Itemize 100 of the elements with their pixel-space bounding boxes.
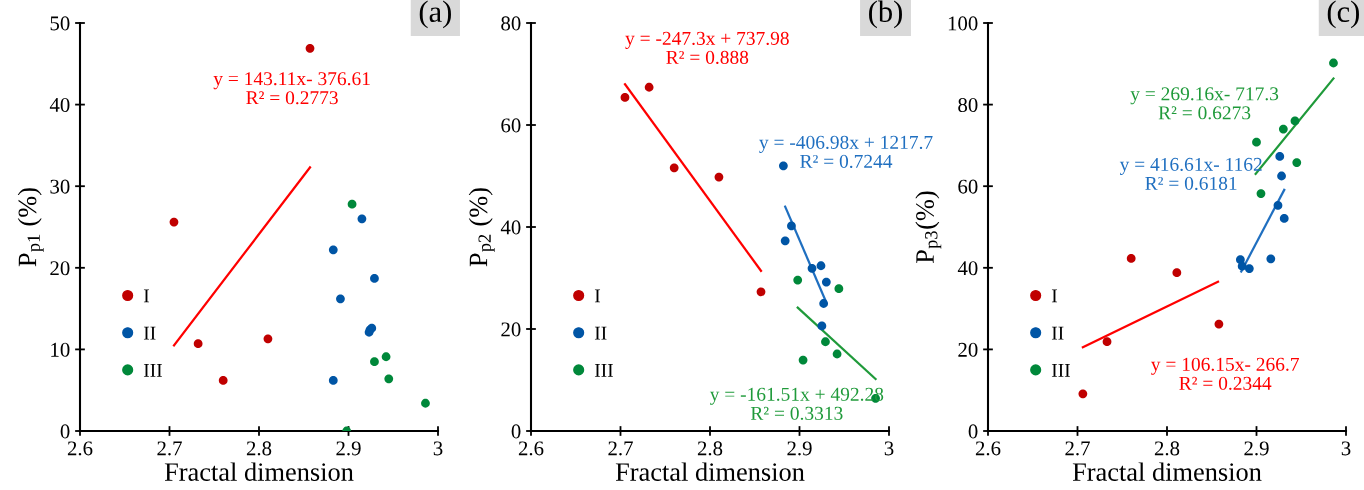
point — [821, 337, 830, 347]
point — [816, 261, 826, 271]
series-label: y = -161.51x + 492.28 R² = 0.3313 — [709, 387, 884, 420]
point — [1252, 137, 1261, 147]
legend-label: I — [594, 289, 601, 303]
y-tick-label: 100 — [948, 16, 978, 31]
point — [1275, 152, 1285, 161]
x-tick-label: 3 — [884, 441, 894, 456]
y-tick-label: 20 — [501, 322, 521, 337]
x-axis-title: Fractal dimension — [615, 462, 805, 481]
point — [1278, 124, 1288, 134]
point — [817, 321, 827, 331]
point — [1273, 200, 1283, 210]
point — [644, 82, 654, 92]
point — [347, 199, 357, 209]
point — [1078, 389, 1088, 399]
legend-label: II — [594, 326, 607, 340]
point — [1329, 58, 1338, 68]
point — [1292, 158, 1302, 167]
chart-title: (c) — [1327, 0, 1359, 29]
point — [1214, 319, 1224, 329]
y-tick-label: 60 — [958, 179, 978, 194]
x-tick-label: 2.6 — [975, 441, 1001, 456]
point — [1266, 254, 1276, 264]
point — [821, 277, 831, 287]
x-tick-label: 2.6 — [67, 441, 93, 456]
legend-label: III — [594, 363, 613, 377]
y-tick-label: 80 — [501, 16, 521, 31]
x-tick-label: 3 — [433, 441, 443, 456]
point — [384, 374, 394, 384]
chart-title: (b) — [869, 0, 902, 29]
series-label: y = 269.16x- 717.3 R² = 0.6273 — [1130, 87, 1279, 120]
point — [1256, 189, 1266, 198]
y-tick-label: 80 — [958, 97, 978, 113]
point — [169, 217, 179, 227]
point — [1290, 116, 1300, 126]
point — [714, 172, 724, 182]
point — [328, 376, 338, 385]
point — [357, 214, 367, 224]
y-tick-label: 50 — [50, 16, 70, 31]
text: y = 106.15x- 266.7 R² = 0.2344 — [1151, 357, 1299, 390]
x-axis-title: Fractal dimension — [164, 462, 354, 481]
point — [832, 349, 842, 359]
text: y = -406.98x + 1217.7 R² = 0.7244 — [759, 135, 933, 168]
point — [807, 263, 817, 273]
y-tick-label: 20 — [958, 342, 978, 357]
point — [381, 352, 391, 362]
y-tick-label: 0 — [968, 424, 978, 439]
point — [1277, 171, 1286, 181]
x-tick-label: 2.8 — [697, 441, 723, 456]
point — [1126, 254, 1136, 263]
y-tick-label: 0 — [511, 424, 521, 439]
x-tick-label: 2.6 — [518, 441, 544, 456]
text: y = 143.11x- 376.61 R² = 0.2773 — [213, 72, 370, 105]
x-tick-label: 2.7 — [157, 441, 182, 456]
point — [193, 339, 203, 349]
y-tick-label: 0 — [60, 424, 70, 439]
legend-label: III — [1051, 363, 1070, 377]
y-tick-label: 60 — [501, 118, 521, 133]
point — [834, 284, 844, 294]
point — [819, 299, 829, 308]
y-tick-label: 10 — [51, 342, 70, 357]
y-tick-label: 40 — [957, 261, 978, 276]
point — [336, 294, 345, 304]
point — [370, 357, 379, 367]
x-tick-label: 2.9 — [1244, 441, 1269, 456]
y-tick-label: 40 — [500, 220, 521, 235]
y-tick-label: 30 — [50, 179, 70, 194]
legend-label: II — [143, 326, 156, 340]
point — [218, 376, 228, 385]
point — [787, 221, 796, 231]
point — [263, 334, 273, 344]
point — [421, 398, 430, 408]
point — [798, 355, 808, 365]
y-tick-label: 20 — [50, 261, 70, 276]
legend-label: I — [1051, 289, 1058, 303]
legend-label: II — [1051, 326, 1064, 340]
y-tick-label: 40 — [49, 97, 70, 113]
point — [328, 245, 338, 255]
y-axis-title: P$_{p3}$(%) — [915, 191, 942, 264]
x-axis-title: Fractal dimension — [1072, 462, 1262, 481]
point — [1244, 264, 1254, 274]
chart-title: (a) — [419, 0, 451, 29]
point — [793, 275, 803, 285]
y-axis-title: P$_{p2}$ (%) — [468, 188, 495, 267]
point — [620, 93, 630, 102]
point — [1102, 337, 1112, 347]
x-tick-label: 2.7 — [1065, 441, 1090, 456]
legend-label: I — [143, 289, 150, 303]
point — [669, 163, 679, 173]
x-tick-label: 2.9 — [336, 441, 361, 456]
x-tick-label: 2.8 — [246, 441, 272, 456]
legend-label: III — [143, 363, 162, 377]
point — [756, 287, 766, 297]
x-tick-label: 2.7 — [608, 441, 633, 456]
point — [779, 161, 788, 171]
point — [1279, 214, 1289, 223]
point — [370, 274, 379, 283]
y-axis-title: P$_{p1}$ (%) — [17, 188, 44, 267]
x-tick-label: 2.8 — [1154, 441, 1180, 456]
